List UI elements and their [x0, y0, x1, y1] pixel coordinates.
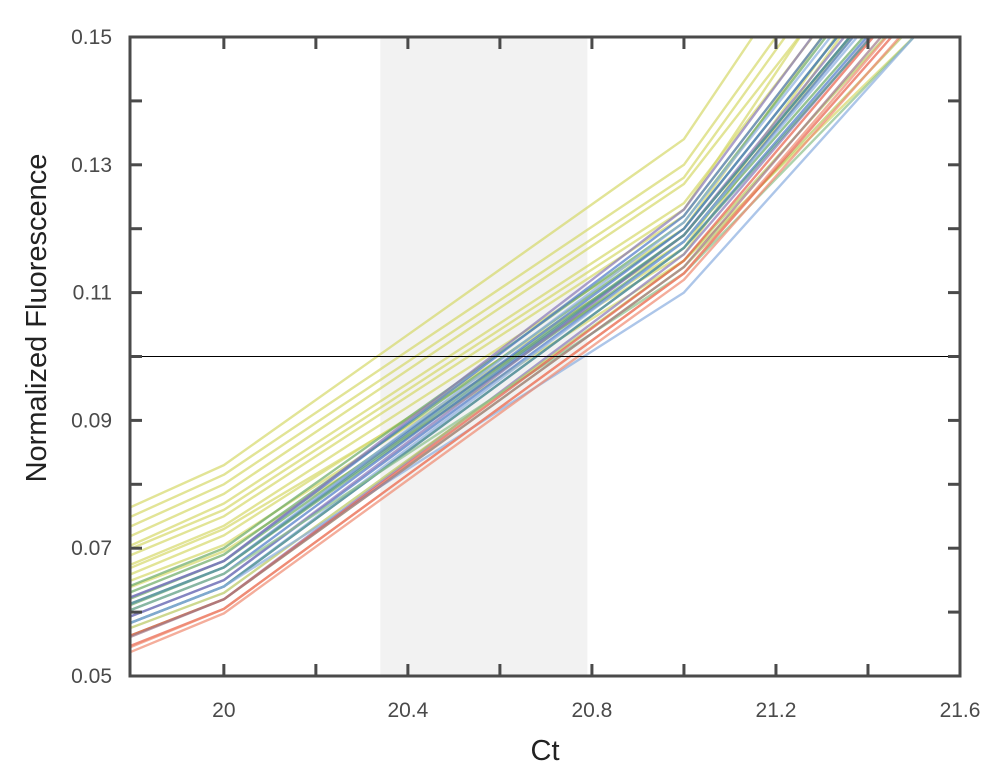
- series-line-4: [130, 37, 815, 548]
- series-line-18: [130, 37, 852, 612]
- series-line-28: [130, 37, 887, 630]
- y-tick-label: 0.07: [71, 537, 112, 560]
- series-line-13: [130, 37, 839, 594]
- y-tick-label: 0.13: [71, 154, 112, 177]
- y-tick-labels: 0.15 0.13 0.11 0.09 0.07 0.05: [71, 26, 112, 688]
- x-axis-label: Ct: [531, 735, 560, 767]
- x-tick-label: 21.2: [756, 699, 797, 722]
- y-tick-label: 0.15: [71, 26, 112, 49]
- series-line-2: [130, 37, 787, 529]
- series-line-9: [130, 37, 916, 589]
- series-line-24: [130, 37, 833, 606]
- series-line-0: [130, 37, 755, 509]
- series-line-26: [130, 37, 852, 606]
- series-line-1: [130, 37, 778, 519]
- series-line-27: [130, 37, 873, 625]
- series-line-5: [130, 37, 824, 557]
- plot-frame: [128, 35, 962, 678]
- y-axis-label: Normalized Fluorescence: [21, 154, 53, 483]
- series-line-19: [130, 37, 855, 618]
- series-line-11: [130, 37, 802, 551]
- series-line-6: [130, 37, 824, 567]
- y-tick-label: 0.05: [71, 665, 112, 688]
- x-tick-label: 20: [212, 699, 235, 722]
- y-tick-label: 0.09: [71, 409, 112, 432]
- x-tick-label: 20.4: [387, 699, 428, 722]
- axis-ticks: [130, 35, 962, 678]
- x-tick-label: 21.6: [940, 699, 981, 722]
- series-line-8: [130, 37, 838, 583]
- series-line-3: [130, 37, 801, 538]
- series-line-21: [130, 37, 814, 599]
- series-line-31: [130, 37, 916, 625]
- x-tick-labels: 20 20.4 20.8 21.2 21.6: [212, 699, 980, 722]
- series-line-17: [130, 37, 839, 606]
- y-tick-label: 0.11: [73, 282, 112, 305]
- series-line-30: [130, 37, 916, 612]
- series-line-25: [130, 37, 859, 625]
- series-line-22: [130, 37, 846, 618]
- x-tick-label: 20.8: [571, 699, 612, 722]
- series-line-16: [130, 37, 824, 599]
